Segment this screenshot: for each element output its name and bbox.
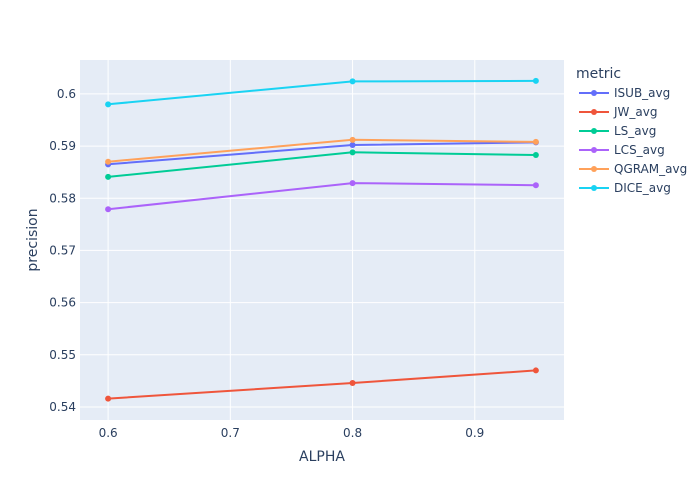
legend-item[interactable]: DICE_avg bbox=[579, 181, 671, 195]
data-point[interactable] bbox=[349, 149, 356, 156]
data-point[interactable] bbox=[349, 142, 356, 149]
x-tick-label: 0.6 bbox=[99, 426, 118, 440]
legend-item[interactable]: LCS_avg bbox=[579, 143, 665, 157]
x-axis-title: ALPHA bbox=[299, 449, 345, 465]
y-tick-label: 0.57 bbox=[49, 243, 76, 257]
legend-swatch-marker bbox=[591, 128, 597, 134]
data-point[interactable] bbox=[532, 367, 539, 374]
y-tick-label: 0.54 bbox=[49, 400, 76, 414]
legend-label: QGRAM_avg bbox=[614, 162, 687, 176]
x-tick-label: 0.8 bbox=[343, 426, 362, 440]
plot-area bbox=[80, 60, 564, 420]
data-point[interactable] bbox=[349, 136, 356, 143]
series-LS_avg bbox=[105, 149, 539, 180]
data-point[interactable] bbox=[532, 182, 539, 189]
x-tick-labels: 0.6 0.7 0.8 0.9 bbox=[99, 426, 485, 440]
data-point[interactable] bbox=[105, 395, 112, 402]
series-lines bbox=[105, 77, 539, 402]
legend-swatch-marker bbox=[591, 166, 597, 172]
legend-label: ISUB_avg bbox=[614, 86, 670, 100]
legend-swatch-marker bbox=[591, 147, 597, 153]
y-axis-title: precision bbox=[25, 208, 41, 271]
legend-label: JW_avg bbox=[613, 105, 657, 119]
data-point[interactable] bbox=[105, 206, 112, 213]
data-point[interactable] bbox=[349, 379, 356, 386]
legend-swatch-marker bbox=[591, 90, 597, 96]
data-point[interactable] bbox=[532, 138, 539, 145]
legend-item[interactable]: ISUB_avg bbox=[579, 86, 670, 100]
legend-label: DICE_avg bbox=[614, 181, 671, 195]
data-point[interactable] bbox=[105, 101, 112, 108]
legend-label: LCS_avg bbox=[614, 143, 665, 157]
data-point[interactable] bbox=[349, 180, 356, 187]
y-tick-label: 0.6 bbox=[57, 87, 76, 101]
data-point[interactable] bbox=[532, 77, 539, 84]
legend: metric ISUB_avg JW_avg LS_avg LCS_avg QGRAM_… bbox=[576, 66, 687, 195]
y-tick-label: 0.58 bbox=[49, 191, 76, 205]
series-JW_avg bbox=[105, 367, 539, 402]
legend-item[interactable]: JW_avg bbox=[579, 105, 657, 119]
legend-label: LS_avg bbox=[614, 124, 656, 138]
legend-swatch-marker bbox=[591, 185, 597, 191]
y-tick-label: 0.56 bbox=[49, 296, 76, 310]
series-DICE_avg bbox=[105, 77, 539, 108]
legend-swatch-marker bbox=[591, 109, 597, 115]
y-tick-label: 0.59 bbox=[49, 139, 76, 153]
legend-item[interactable]: LS_avg bbox=[579, 124, 656, 138]
y-tick-label: 0.55 bbox=[49, 348, 76, 362]
x-tick-label: 0.7 bbox=[221, 426, 240, 440]
data-point[interactable] bbox=[105, 173, 112, 180]
grid-lines bbox=[80, 60, 564, 420]
legend-item[interactable]: QGRAM_avg bbox=[579, 162, 687, 176]
legend-title: metric bbox=[576, 66, 621, 82]
x-tick-label: 0.9 bbox=[465, 426, 484, 440]
series-QGRAM_avg bbox=[105, 136, 539, 165]
y-tick-labels: 0.54 0.55 0.56 0.57 0.58 0.59 0.6 bbox=[49, 87, 76, 414]
series-LCS_avg bbox=[105, 180, 539, 213]
data-point[interactable] bbox=[105, 158, 112, 165]
data-point[interactable] bbox=[349, 78, 356, 85]
data-point[interactable] bbox=[532, 151, 539, 158]
